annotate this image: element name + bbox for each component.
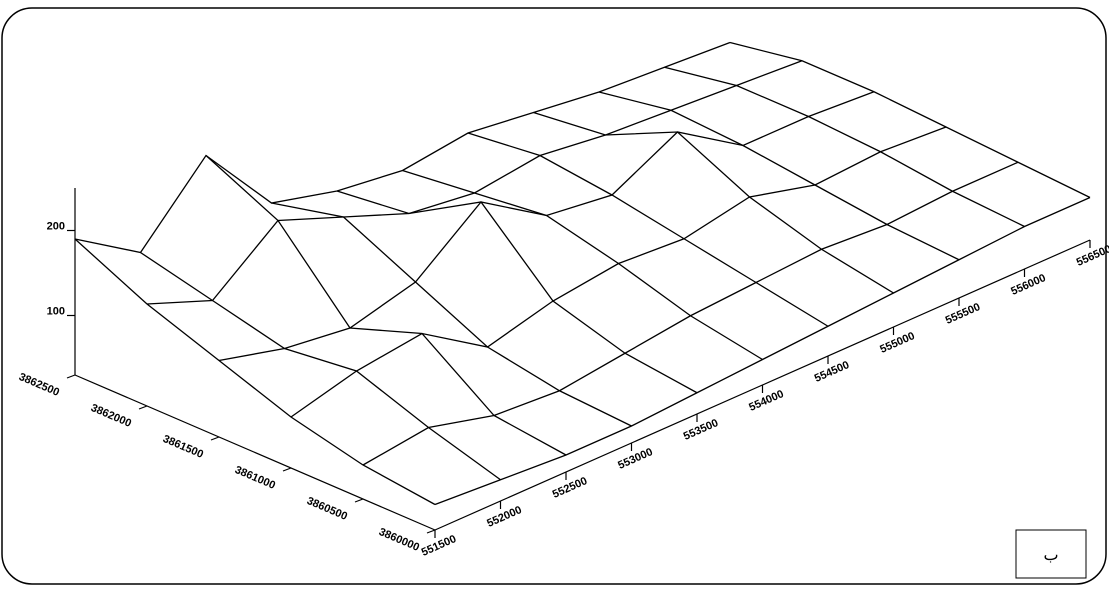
y-tick [427,530,435,533]
z-tick-label: 200 [47,220,65,232]
panel-label: ب [1043,547,1058,564]
y-tick-label: 3862000 [89,402,133,430]
x-tick-label: 552500 [551,475,589,501]
y-tick-label: 3861000 [233,464,277,492]
x-tick-label: 556000 [1009,272,1047,298]
y-tick-label: 3862500 [17,371,61,399]
surface-row [147,61,802,304]
surface-column [665,67,1025,226]
x-tick-label: 554500 [813,359,851,385]
x-tick-label: 552000 [485,504,523,530]
y-tick [139,406,147,409]
surface-column [206,156,566,456]
surface-column [75,239,435,505]
y-tick-label: 3861500 [161,433,205,461]
y-tick [211,437,219,440]
y-tick [355,499,363,502]
z-tick-label: 100 [47,305,65,317]
x-tick-label: 555500 [944,301,982,327]
x-tick-label: 555000 [878,330,916,356]
surface-column [730,43,1090,198]
y-tick [283,468,291,471]
y-axis [75,375,435,530]
surface-row [291,127,946,417]
surface-column [337,191,697,393]
y-tick [67,375,75,378]
surface-row [435,198,1090,505]
y-tick-label: 3860000 [377,526,421,554]
x-tick-label: 551500 [420,533,458,559]
surface-row [75,43,730,253]
x-tick-label: 554000 [747,388,785,414]
x-tick-label: 553500 [682,417,720,443]
surface-row [219,92,874,361]
surface-row [363,162,1018,465]
chart: ب 551500 552000 552500 553000 553500 554000 55… [0,0,1109,588]
y-tick-label: 3860500 [305,495,349,523]
x-tick-label: 553000 [616,446,654,472]
x-tick-label: 556500 [1075,243,1109,269]
